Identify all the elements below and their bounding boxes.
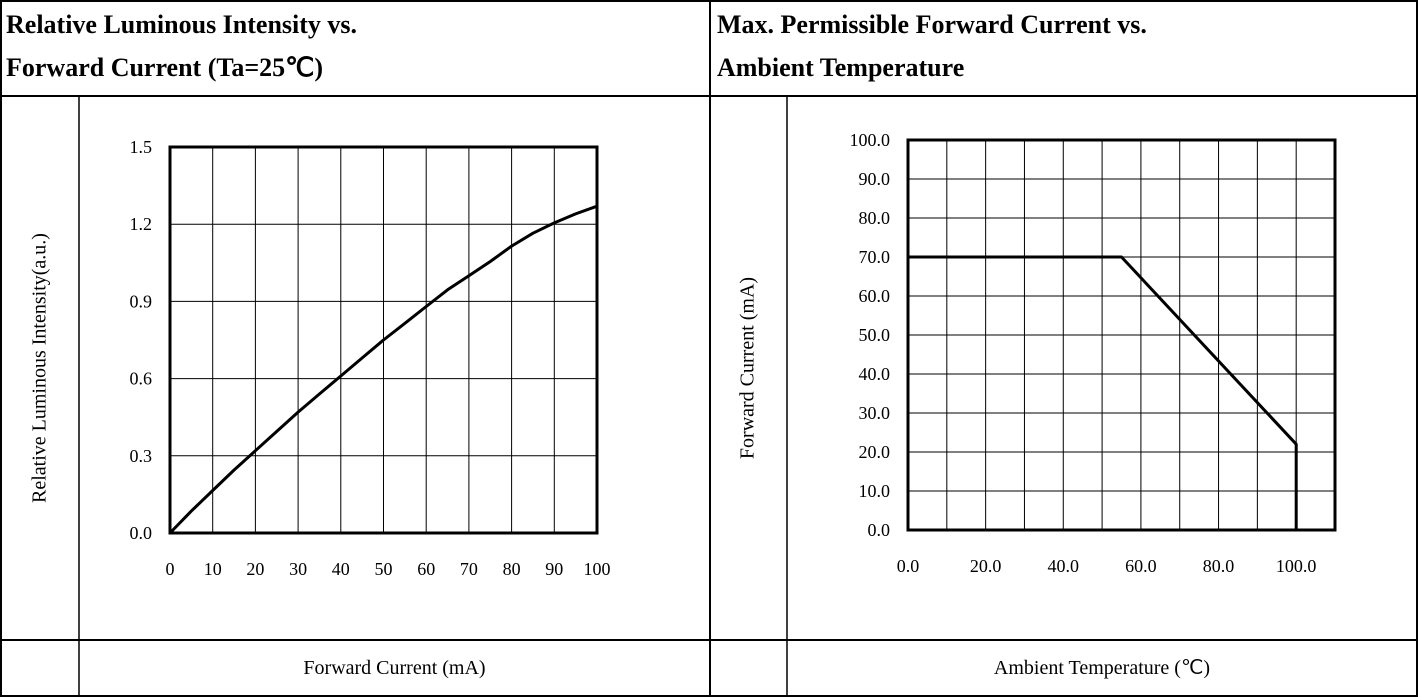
- left-y-tick-label: 0.0: [130, 523, 153, 543]
- right-y-tick-label: 10.0: [859, 481, 891, 501]
- right-y-tick-label: 60.0: [859, 286, 891, 306]
- left-y-tick-label: 0.9: [130, 291, 153, 311]
- right-x-tick-label: 60.0: [1125, 556, 1157, 576]
- left-y-axis-label: Relative Luminous Intensity(a.u.): [28, 233, 51, 503]
- right-y-tick-label: 90.0: [859, 169, 891, 189]
- right-y-tick-label: 20.0: [859, 442, 891, 462]
- left-y-tick-label: 1.5: [130, 137, 153, 157]
- right-x-tick-label: 100.0: [1276, 556, 1317, 576]
- right-panel-title: Max. Permissible Forward Current vs. Amb…: [711, 0, 1416, 96]
- left-x-tick-label: 30: [289, 559, 307, 579]
- left-panel-title: Relative Luminous Intensity vs. Forward …: [0, 0, 708, 96]
- right-x-axis-label: Ambient Temperature (℃): [993, 657, 1211, 679]
- left-y-tick-label: 1.2: [130, 214, 153, 234]
- left-x-tick-label: 100: [584, 559, 611, 579]
- left-x-tick-label: 90: [545, 559, 563, 579]
- left-x-tick-label: 20: [246, 559, 264, 579]
- right-plot-frame: [906, 138, 1337, 532]
- right-y-tick-label: 80.0: [859, 208, 891, 228]
- left-y-tick-label: 0.3: [130, 446, 153, 466]
- right-x-tick-label: 80.0: [1203, 556, 1235, 576]
- left-x-tick-label: 0: [166, 559, 175, 579]
- left-x-tick-label: 50: [375, 559, 393, 579]
- left-y-tick-label: 0.6: [130, 369, 153, 389]
- left-title-line-1: Relative Luminous Intensity vs.: [6, 10, 358, 39]
- left-x-axis-label: Forward Current (mA): [303, 657, 486, 679]
- right-x-tick-label: 40.0: [1048, 556, 1080, 576]
- left-title-line-2: Forward Current (Ta=25℃): [6, 53, 323, 82]
- right-y-tick-label: 70.0: [859, 247, 891, 267]
- right-y-tick-label: 50.0: [859, 325, 891, 345]
- right-data-curve: [908, 255, 1298, 530]
- right-x-tick-label: 0.0: [897, 556, 920, 576]
- left-x-tick-label: 80: [503, 559, 521, 579]
- right-y-tick-label: 30.0: [859, 403, 891, 423]
- right-title-line-1: Max. Permissible Forward Current vs.: [717, 10, 1147, 39]
- luminous-intensity-chart: 0.0 0.3 0.6 0.9 1.2 1.5 0 10 20 30 40 50 60 70 80 90 100: [130, 137, 611, 579]
- right-y-tick-label: 0.0: [868, 520, 891, 540]
- left-x-tick-label: 40: [332, 559, 350, 579]
- right-x-tick-label: 20.0: [970, 556, 1002, 576]
- right-y-tick-label: 100.0: [850, 130, 891, 150]
- left-x-tick-label: 70: [460, 559, 478, 579]
- right-y-tick-label: 40.0: [859, 364, 891, 384]
- left-x-tick-label: 60: [417, 559, 435, 579]
- forward-current-derating-chart: 0.0 10.0 20.0 30.0 40.0 50.0 60.0 70.0 80.0 90.0 1…: [850, 130, 1337, 576]
- right-title-line-2: Ambient Temperature: [717, 53, 965, 82]
- left-data-curve: [168, 204, 598, 535]
- left-plot-frame: [168, 145, 599, 535]
- right-y-axis-label: Forward Current (mA): [736, 276, 759, 460]
- left-x-tick-label: 10: [204, 559, 222, 579]
